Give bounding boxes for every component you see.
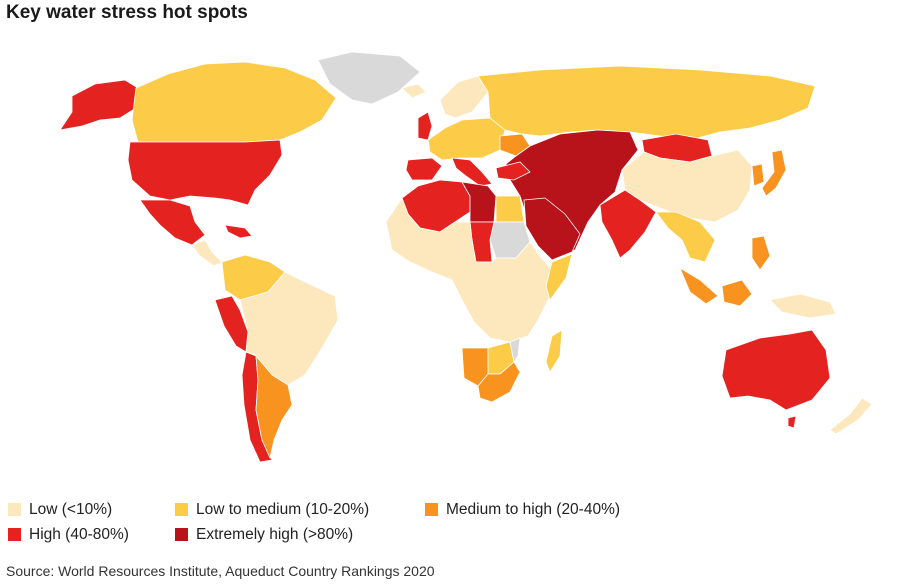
region-australia bbox=[721, 329, 831, 411]
region-borneo bbox=[721, 279, 753, 307]
legend-label: Extremely high (>80%) bbox=[196, 525, 354, 543]
region-india bbox=[599, 189, 657, 259]
region-scandinavia bbox=[439, 75, 489, 119]
legend-swatch bbox=[425, 503, 438, 516]
region-japan bbox=[761, 149, 787, 197]
region-uk bbox=[417, 111, 433, 141]
region-canada bbox=[131, 61, 337, 143]
region-philippines bbox=[751, 235, 771, 271]
region-south-africa bbox=[477, 361, 521, 403]
region-egypt bbox=[495, 195, 525, 223]
region-russia bbox=[477, 65, 816, 141]
region-greenland bbox=[317, 51, 421, 105]
region-italy-balkans bbox=[451, 157, 493, 187]
legend-swatch bbox=[8, 503, 21, 516]
legend-label: Low to medium (10-20%) bbox=[196, 500, 370, 518]
legend-label: High (40-80%) bbox=[29, 525, 129, 543]
region-southeast-asia bbox=[655, 211, 716, 263]
legend-row: Low (<10%) Low to medium (10-20%) Medium… bbox=[8, 497, 888, 522]
region-iceland bbox=[401, 83, 427, 99]
region-turkey bbox=[495, 161, 531, 181]
region-west-africa bbox=[385, 197, 561, 343]
legend-swatch bbox=[175, 503, 188, 516]
legend-label: Low (<10%) bbox=[29, 500, 113, 518]
legend-swatch bbox=[175, 528, 188, 541]
region-usa bbox=[127, 139, 283, 206]
legend: Low (<10%) Low to medium (10-20%) Medium… bbox=[8, 497, 888, 547]
legend-item-extremely-high: Extremely high (>80%) bbox=[175, 526, 353, 544]
region-new-guinea bbox=[769, 293, 837, 319]
region-arabia bbox=[523, 197, 581, 261]
region-iberia bbox=[405, 157, 443, 181]
region-korea bbox=[751, 163, 765, 187]
region-mozambique bbox=[509, 337, 521, 364]
region-china bbox=[621, 149, 753, 223]
legend-row: High (40-80%) Extremely high (>80%) bbox=[8, 522, 888, 547]
region-europe bbox=[427, 117, 506, 161]
region-indonesia bbox=[679, 267, 719, 305]
legend-item-low: Low (<10%) bbox=[8, 501, 175, 519]
region-alaska bbox=[59, 79, 139, 131]
region-somalia bbox=[545, 253, 573, 301]
region-caribbean bbox=[224, 224, 253, 239]
region-central-america bbox=[191, 239, 223, 267]
region-new-zealand bbox=[829, 397, 873, 435]
legend-item-low-to-medium: Low to medium (10-20%) bbox=[175, 501, 425, 519]
legend-label: Medium to high (20-40%) bbox=[446, 500, 621, 518]
source-note: Source: World Resources Institute, Aqued… bbox=[6, 563, 435, 579]
page-title: Key water stress hot spots bbox=[6, 2, 248, 23]
region-argentina bbox=[255, 354, 293, 460]
legend-item-high: High (40-80%) bbox=[8, 526, 175, 544]
world-map bbox=[59, 51, 873, 463]
region-madagascar bbox=[545, 329, 563, 373]
region-mexico bbox=[139, 199, 206, 246]
legend-swatch bbox=[8, 528, 21, 541]
region-tasmania bbox=[787, 415, 797, 429]
legend-item-medium-to-high: Medium to high (20-40%) bbox=[425, 501, 620, 519]
